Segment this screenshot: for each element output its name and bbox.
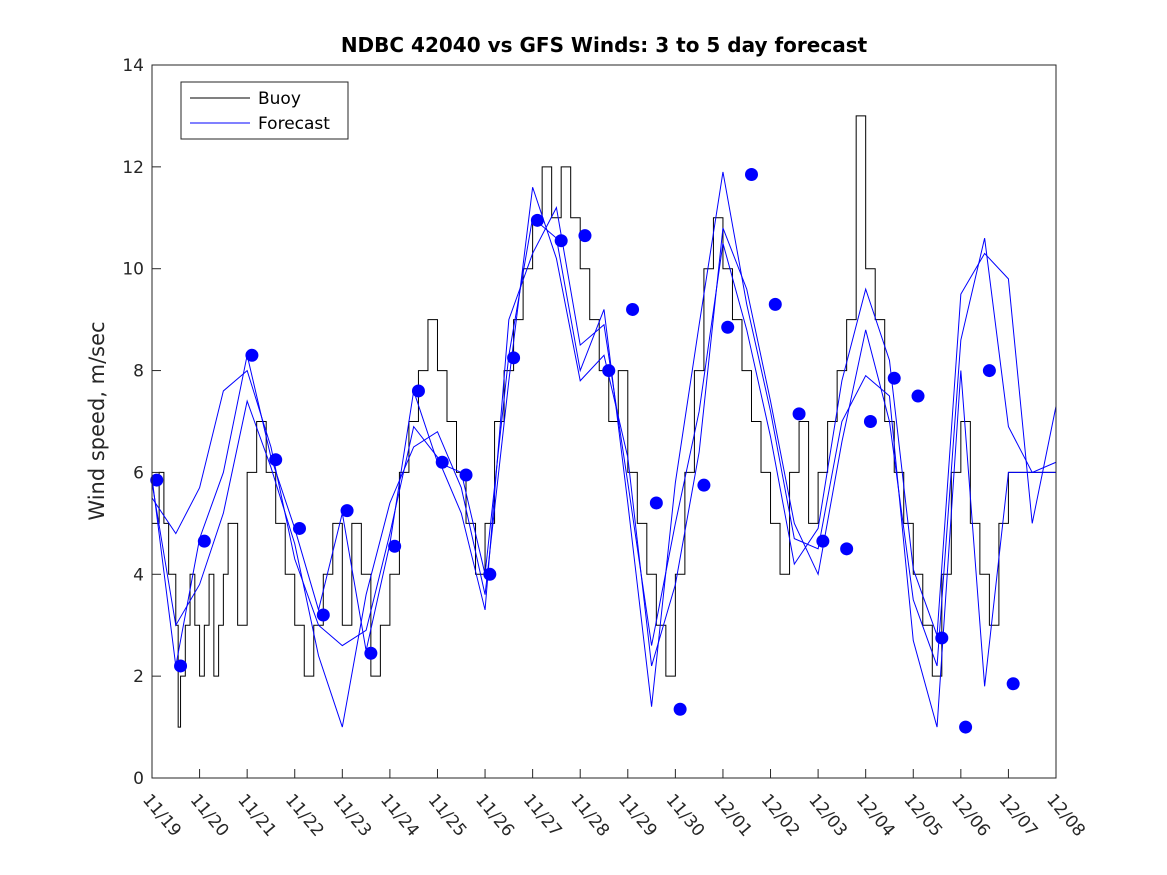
x-tick-label: 11/28 (566, 790, 613, 840)
forecast-point (816, 534, 830, 548)
forecast-point (744, 167, 758, 181)
forecast-point (911, 389, 925, 403)
forecast-point (840, 542, 854, 556)
plot-background (152, 65, 1056, 778)
x-tick-label: 11/22 (281, 790, 328, 840)
forecast-point (554, 234, 568, 248)
x-tick-label: 11/26 (471, 790, 518, 840)
forecast-point (578, 229, 592, 243)
x-tick-label: 11/19 (138, 790, 185, 840)
x-tick-label: 12/05 (899, 790, 946, 840)
forecast-point (388, 539, 402, 553)
forecast-point (459, 468, 473, 482)
x-tick-label: 12/06 (947, 790, 994, 840)
x-tick-label: 11/27 (519, 790, 566, 840)
x-tick-label: 11/25 (424, 790, 471, 840)
x-tick-label: 11/23 (328, 790, 375, 840)
forecast-point (982, 364, 996, 378)
y-tick-label: 2 (133, 667, 144, 687)
forecast-point (245, 348, 259, 362)
forecast-point (792, 407, 806, 421)
forecast-point (626, 302, 640, 316)
forecast-point (649, 496, 663, 510)
forecast-point (269, 453, 283, 467)
forecast-point (887, 371, 901, 385)
forecast-point (411, 384, 425, 398)
x-tick-label: 12/03 (804, 790, 851, 840)
buoy-series-line (152, 115, 1056, 728)
x-tick-label: 11/24 (376, 790, 423, 840)
x-tick-label: 11/20 (186, 790, 233, 840)
forecast-point (507, 351, 521, 365)
x-tick-label: 12/01 (709, 790, 756, 840)
y-tick-label: 12 (122, 158, 144, 178)
legend-box (180, 81, 349, 140)
y-axis: 0 2 4 6 8 10 12 14 (122, 56, 161, 789)
x-tick-label: 12/04 (852, 790, 899, 840)
y-tick-label: 4 (133, 565, 144, 585)
forecast-point (768, 297, 782, 311)
series-layer (151, 115, 1057, 728)
forecast-point (697, 478, 711, 492)
forecast-point (150, 473, 164, 487)
x-tick-label: 11/29 (614, 790, 661, 840)
forecast-point (340, 504, 354, 518)
forecast-series-line (151, 171, 1056, 728)
forecast-point (435, 455, 449, 469)
forecast-point (959, 720, 973, 734)
marker-layer (150, 167, 1020, 734)
y-tick-label: 10 (122, 260, 144, 280)
forecast-point (935, 631, 949, 645)
x-axis: 11/19 11/20 11/21 11/22 11/23 11/24 11/25 11/26… (138, 769, 1089, 841)
forecast-point (673, 702, 687, 716)
y-tick-label: 14 (122, 56, 144, 76)
forecast-point (721, 320, 735, 334)
y-axis-label: Wind speed, m/sec (85, 321, 109, 520)
forecast-point (483, 567, 497, 581)
legend: Buoy Forecast (180, 81, 349, 140)
forecast-series-line (151, 187, 1057, 728)
forecast-point (1006, 677, 1020, 691)
x-tick-label: 12/02 (757, 790, 804, 840)
legend-buoy-label: Buoy (258, 89, 301, 109)
forecast-point (316, 608, 330, 622)
x-tick-label: 12/08 (1042, 790, 1089, 840)
forecast-point (364, 646, 378, 660)
x-tick-label: 11/30 (662, 790, 709, 840)
forecast-point (174, 659, 188, 673)
y-tick-label: 6 (133, 463, 144, 483)
plot-frame (151, 64, 1057, 779)
forecast-point (197, 534, 211, 548)
forecast-point (530, 213, 544, 227)
x-tick-label: 11/21 (233, 790, 280, 840)
forecast-point (602, 364, 616, 378)
forecast-point (292, 521, 306, 535)
chart-title: NDBC 42040 vs GFS Winds: 3 to 5 day fore… (341, 33, 868, 57)
legend-forecast-label: Forecast (258, 114, 330, 134)
forecast-point (863, 415, 877, 428)
y-tick-label: 0 (133, 769, 144, 789)
x-tick-label: 12/07 (995, 790, 1042, 840)
y-tick-label: 8 (133, 362, 144, 382)
